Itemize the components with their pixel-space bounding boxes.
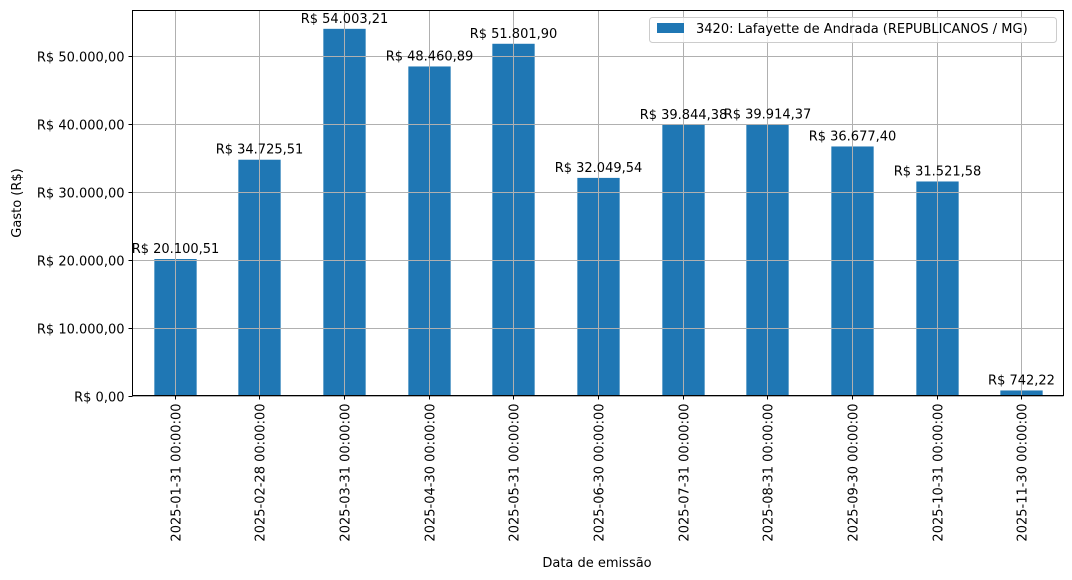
x-tick-label: 2025-08-31 00:00:00 [762,404,777,542]
bar-value-label: R$ 36.677,40 [809,129,897,144]
x-tick-label: 2025-05-31 00:00:00 [508,404,523,542]
bar-value-label: R$ 34.725,51 [216,143,304,158]
bar-value-label: R$ 48.460,89 [386,49,474,64]
y-tick-label: R$ 40.000,00 [37,119,125,134]
y-tick-label: R$ 50.000,00 [37,51,125,66]
y-axis-ticks: R$ 0,00 R$ 10.000,00 R$ 20.000,00 R$ 30.000… [37,51,133,406]
bar-value-label: R$ 54.003,21 [301,12,389,27]
bar-value-label: R$ 39.914,37 [724,107,812,122]
bar-value-label: R$ 31.521,58 [894,164,982,179]
bar-value-labels: R$ 20.100,51 R$ 34.725,51 R$ 54.003,21 R$ 4… [132,12,1055,389]
x-tick-label: 2025-09-30 00:00:00 [847,404,862,542]
grid-lines [132,10,1064,397]
x-tick-label: 2025-07-31 00:00:00 [678,404,693,542]
x-tick-label: 2025-01-31 00:00:00 [170,404,185,542]
x-tick-label: 2025-02-28 00:00:00 [254,404,269,542]
legend-swatch [657,23,684,33]
x-tick-label: 2025-03-31 00:00:00 [339,404,354,542]
y-tick-label: R$ 0,00 [74,391,124,406]
legend-box [649,17,1057,43]
x-axis-label: Data de emissão [542,556,651,571]
x-axis-ticks: 2025-01-31 00:00:00 2025-02-28 00:00:00 20… [170,395,1031,542]
bar-value-label: R$ 742,22 [988,373,1055,388]
x-tick-label: 2025-10-31 00:00:00 [932,404,947,542]
x-tick-label: 2025-11-30 00:00:00 [1016,404,1031,542]
legend: 3420: Lafayette de Andrada (REPUBLICANOS… [649,17,1057,43]
legend-label: 3420: Lafayette de Andrada (REPUBLICANOS… [696,22,1028,37]
bar-value-label: R$ 39.844,38 [640,108,728,123]
bar-value-label: R$ 20.100,51 [132,242,220,257]
y-tick-label: R$ 20.000,00 [37,255,125,270]
y-tick-label: R$ 10.000,00 [37,323,125,338]
x-tick-label: 2025-04-30 00:00:00 [424,404,439,542]
bar-value-label: R$ 51.801,90 [470,27,558,42]
y-tick-label: R$ 30.000,00 [37,187,125,202]
x-tick-label: 2025-06-30 00:00:00 [593,404,608,542]
y-axis-label: Gasto (R$) [10,168,25,237]
bar-value-label: R$ 32.049,54 [555,161,643,176]
